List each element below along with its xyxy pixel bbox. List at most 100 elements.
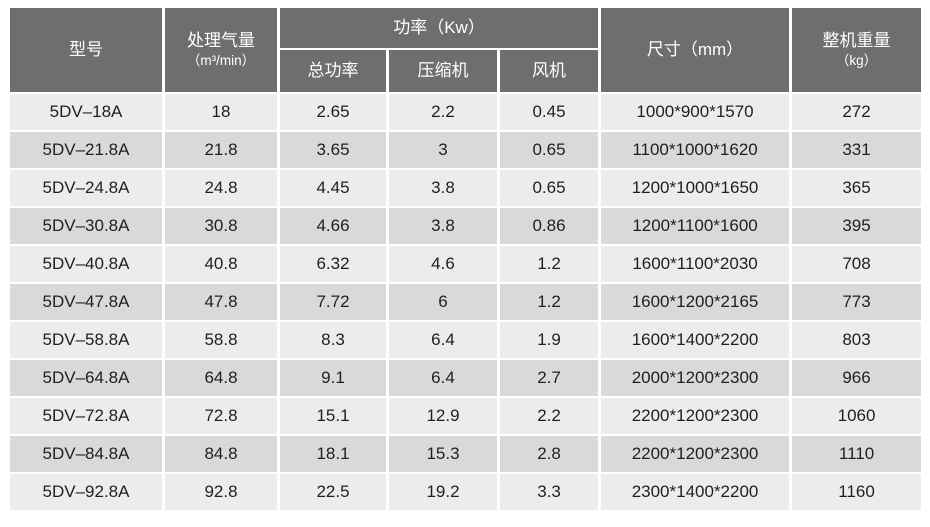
cell-weight: 1110 [792, 436, 922, 472]
cell-capacity: 30.8 [165, 208, 277, 244]
cell-weight: 1160 [792, 474, 922, 510]
cell-compressor: 6.4 [389, 322, 497, 358]
cell-dimensions: 2000*1200*2300 [601, 360, 790, 396]
cell-capacity: 58.8 [165, 322, 277, 358]
col-header-dimensions: 尺寸（mm） [601, 8, 790, 92]
cell-capacity: 18 [165, 94, 277, 130]
cell-dimensions: 1600*1400*2200 [601, 322, 790, 358]
table-row: 5DV–64.8A 64.8 9.1 6.4 2.7 2000*1200*230… [10, 360, 922, 396]
cell-weight: 365 [792, 170, 922, 206]
table-row: 5DV–18A 18 2.65 2.2 0.45 1000*900*1570 2… [10, 94, 922, 130]
cell-total-power: 22.5 [280, 474, 386, 510]
cell-fan: 0.86 [500, 208, 599, 244]
cell-dimensions: 2300*1400*2200 [601, 474, 790, 510]
cell-dimensions: 1000*900*1570 [601, 94, 790, 130]
col-header-fan: 风机 [500, 50, 599, 92]
cell-weight: 395 [792, 208, 922, 244]
cell-model: 5DV–21.8A [10, 132, 162, 168]
weight-unit: （kg） [835, 52, 878, 68]
cell-weight: 272 [792, 94, 922, 130]
table-row: 5DV–47.8A 47.8 7.72 6 1.2 1600*1200*2165… [10, 284, 922, 320]
cell-dimensions: 1600*1200*2165 [601, 284, 790, 320]
table-row: 5DV–40.8A 40.8 6.32 4.6 1.2 1600*1100*20… [10, 246, 922, 282]
cell-model: 5DV–47.8A [10, 284, 162, 320]
cell-fan: 0.65 [500, 170, 599, 206]
cell-model: 5DV–18A [10, 94, 162, 130]
cell-total-power: 6.32 [280, 246, 386, 282]
table-row: 5DV–84.8A 84.8 18.1 15.3 2.8 2200*1200*2… [10, 436, 922, 472]
cell-model: 5DV–72.8A [10, 398, 162, 434]
cell-capacity: 47.8 [165, 284, 277, 320]
cell-compressor: 12.9 [389, 398, 497, 434]
cell-model: 5DV–64.8A [10, 360, 162, 396]
col-header-capacity: 处理气量 （m³/min） [165, 8, 277, 92]
cell-total-power: 3.65 [280, 132, 386, 168]
cell-model: 5DV–30.8A [10, 208, 162, 244]
cell-capacity: 40.8 [165, 246, 277, 282]
cell-model: 5DV–84.8A [10, 436, 162, 472]
cell-fan: 0.45 [500, 94, 599, 130]
cell-fan: 2.7 [500, 360, 599, 396]
cell-capacity: 64.8 [165, 360, 277, 396]
table-row: 5DV–21.8A 21.8 3.65 3 0.65 1100*1000*162… [10, 132, 922, 168]
cell-total-power: 9.1 [280, 360, 386, 396]
cell-compressor: 3.8 [389, 170, 497, 206]
cell-weight: 773 [792, 284, 922, 320]
cell-fan: 2.8 [500, 436, 599, 472]
cell-capacity: 24.8 [165, 170, 277, 206]
cell-weight: 708 [792, 246, 922, 282]
cell-fan: 0.65 [500, 132, 599, 168]
cell-compressor: 6.4 [389, 360, 497, 396]
table-row: 5DV–92.8A 92.8 22.5 19.2 3.3 2300*1400*2… [10, 474, 922, 510]
weight-label: 整机重量 [822, 31, 891, 51]
cell-fan: 2.2 [500, 398, 599, 434]
capacity-unit: （m³/min） [186, 52, 256, 68]
product-spec-table: 型号 处理气量 （m³/min） 功率（Kw） 尺寸（mm） 整机重量 （kg）… [7, 6, 924, 512]
table-row: 5DV–58.8A 58.8 8.3 6.4 1.9 1600*1400*220… [10, 322, 922, 358]
table-row: 5DV–72.8A 72.8 15.1 12.9 2.2 2200*1200*2… [10, 398, 922, 434]
cell-total-power: 8.3 [280, 322, 386, 358]
cell-compressor: 19.2 [389, 474, 497, 510]
col-header-weight: 整机重量 （kg） [792, 8, 922, 92]
cell-total-power: 4.45 [280, 170, 386, 206]
cell-capacity: 72.8 [165, 398, 277, 434]
col-header-power-group: 功率（Kw） [280, 8, 599, 48]
cell-dimensions: 1200*1100*1600 [601, 208, 790, 244]
cell-weight: 1060 [792, 398, 922, 434]
cell-dimensions: 1600*1100*2030 [601, 246, 790, 282]
cell-weight: 803 [792, 322, 922, 358]
cell-weight: 966 [792, 360, 922, 396]
cell-total-power: 4.66 [280, 208, 386, 244]
cell-model: 5DV–40.8A [10, 246, 162, 282]
cell-fan: 3.3 [500, 474, 599, 510]
cell-capacity: 21.8 [165, 132, 277, 168]
cell-fan: 1.2 [500, 246, 599, 282]
cell-compressor: 2.2 [389, 94, 497, 130]
cell-capacity: 84.8 [165, 436, 277, 472]
cell-capacity: 92.8 [165, 474, 277, 510]
col-header-total-power: 总功率 [280, 50, 386, 92]
cell-total-power: 2.65 [280, 94, 386, 130]
col-header-compressor: 压缩机 [389, 50, 497, 92]
cell-compressor: 3 [389, 132, 497, 168]
cell-compressor: 15.3 [389, 436, 497, 472]
cell-dimensions: 2200*1200*2300 [601, 436, 790, 472]
cell-dimensions: 1200*1000*1650 [601, 170, 790, 206]
cell-compressor: 3.8 [389, 208, 497, 244]
cell-weight: 331 [792, 132, 922, 168]
cell-model: 5DV–92.8A [10, 474, 162, 510]
capacity-label: 处理气量 [187, 31, 255, 51]
cell-model: 5DV–58.8A [10, 322, 162, 358]
cell-total-power: 18.1 [280, 436, 386, 472]
cell-fan: 1.2 [500, 284, 599, 320]
cell-compressor: 6 [389, 284, 497, 320]
cell-model: 5DV–24.8A [10, 170, 162, 206]
table-row: 5DV–24.8A 24.8 4.45 3.8 0.65 1200*1000*1… [10, 170, 922, 206]
table-row: 5DV–30.8A 30.8 4.66 3.8 0.86 1200*1100*1… [10, 208, 922, 244]
cell-dimensions: 1100*1000*1620 [601, 132, 790, 168]
cell-fan: 1.9 [500, 322, 599, 358]
cell-total-power: 15.1 [280, 398, 386, 434]
cell-compressor: 4.6 [389, 246, 497, 282]
col-header-model: 型号 [10, 8, 162, 92]
